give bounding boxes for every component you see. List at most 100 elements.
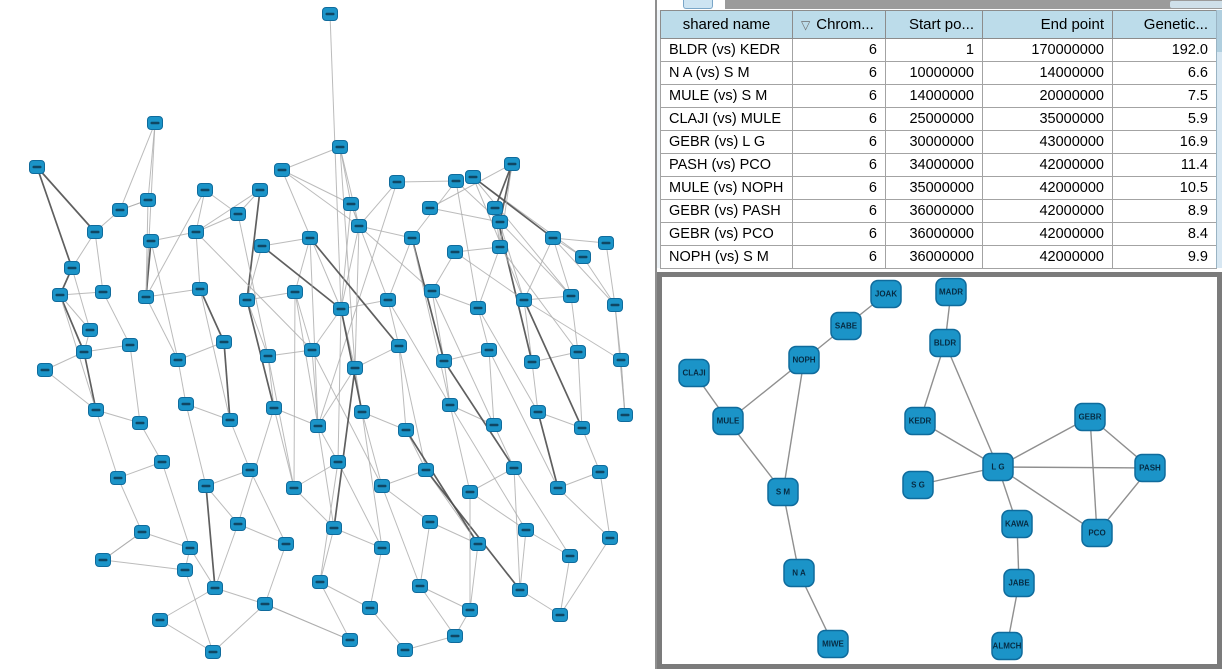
- table-row[interactable]: PASH (vs) PCO 6 34000000 42000000 11.4: [660, 153, 1217, 177]
- subnetwork-node[interactable]: JOAK: [870, 279, 902, 309]
- subnetwork-node[interactable]: JABE: [1003, 568, 1035, 598]
- network-node[interactable]: [257, 597, 273, 611]
- network-node[interactable]: [286, 481, 302, 495]
- network-node[interactable]: [506, 461, 522, 475]
- network-node[interactable]: [343, 197, 359, 211]
- subnetwork-node[interactable]: NOPH: [788, 345, 820, 375]
- network-node[interactable]: [613, 353, 629, 367]
- subnetwork-node[interactable]: GEBR: [1074, 402, 1106, 432]
- cell-start-point[interactable]: 36000000: [885, 222, 983, 246]
- network-node[interactable]: [254, 239, 270, 253]
- network-node[interactable]: [302, 231, 318, 245]
- cell-end-point[interactable]: 42000000: [982, 153, 1113, 177]
- cell-genetic[interactable]: 5.9: [1112, 107, 1217, 131]
- cell-genetic[interactable]: 16.9: [1112, 130, 1217, 154]
- subnetwork-node[interactable]: KEDR: [904, 406, 936, 436]
- network-node[interactable]: [424, 284, 440, 298]
- subnetwork-node[interactable]: MIWE: [817, 629, 849, 659]
- subnetwork-node[interactable]: PCO: [1081, 518, 1113, 548]
- column-header-chromosome[interactable]: ▽ Chrom...: [792, 10, 886, 39]
- network-node[interactable]: [524, 355, 540, 369]
- tab-fragment[interactable]: [683, 0, 713, 9]
- cell-end-point[interactable]: 43000000: [982, 130, 1113, 154]
- network-node[interactable]: [607, 298, 623, 312]
- cell-start-point[interactable]: 36000000: [885, 199, 983, 223]
- cell-end-point[interactable]: 42000000: [982, 222, 1113, 246]
- subnetwork-node[interactable]: ALMCH: [991, 631, 1023, 661]
- network-node[interactable]: [422, 201, 438, 215]
- cell-start-point[interactable]: 1: [885, 38, 983, 62]
- network-node[interactable]: [260, 349, 276, 363]
- cell-start-point[interactable]: 10000000: [885, 61, 983, 85]
- network-node[interactable]: [134, 525, 150, 539]
- network-node[interactable]: [592, 465, 608, 479]
- cell-chromosome[interactable]: 6: [792, 84, 886, 108]
- network-node[interactable]: [274, 163, 290, 177]
- network-node[interactable]: [198, 479, 214, 493]
- large-network-canvas[interactable]: [0, 0, 655, 669]
- table-row[interactable]: CLAJI (vs) MULE 6 25000000 35000000 5.9: [660, 107, 1217, 131]
- network-node[interactable]: [207, 581, 223, 595]
- network-node[interactable]: [330, 455, 346, 469]
- cell-chromosome[interactable]: 6: [792, 130, 886, 154]
- network-node[interactable]: [504, 157, 520, 171]
- network-node[interactable]: [333, 302, 349, 316]
- cell-shared-name[interactable]: PASH (vs) PCO: [660, 153, 793, 177]
- network-node[interactable]: [389, 175, 405, 189]
- network-node[interactable]: [188, 225, 204, 239]
- network-node[interactable]: [310, 419, 326, 433]
- network-node[interactable]: [550, 481, 566, 495]
- network-node[interactable]: [617, 408, 633, 422]
- subnetwork-canvas[interactable]: JOAK MADR SABE BLDR NOPH CLAJI KEDR GEBR MULE L G…: [662, 277, 1217, 664]
- network-node[interactable]: [170, 353, 186, 367]
- table-row[interactable]: MULE (vs) NOPH 6 35000000 42000000 10.5: [660, 176, 1217, 200]
- cell-end-point[interactable]: 35000000: [982, 107, 1113, 131]
- cell-genetic[interactable]: 8.4: [1112, 222, 1217, 246]
- network-node[interactable]: [112, 203, 128, 217]
- subnetwork-node[interactable]: KAWA: [1001, 509, 1033, 539]
- network-node[interactable]: [82, 323, 98, 337]
- network-node[interactable]: [242, 463, 258, 477]
- cell-end-point[interactable]: 14000000: [982, 61, 1113, 85]
- network-node[interactable]: [95, 553, 111, 567]
- network-node[interactable]: [347, 361, 363, 375]
- horizontal-scrollbar-track[interactable]: [725, 0, 1222, 9]
- network-node[interactable]: [154, 455, 170, 469]
- cell-genetic[interactable]: 7.5: [1112, 84, 1217, 108]
- network-node[interactable]: [391, 339, 407, 353]
- subnetwork-node[interactable]: MADR: [935, 277, 967, 307]
- network-node[interactable]: [239, 293, 255, 307]
- network-node[interactable]: [362, 601, 378, 615]
- network-node[interactable]: [87, 225, 103, 239]
- cell-shared-name[interactable]: GEBR (vs) PCO: [660, 222, 793, 246]
- network-node[interactable]: [404, 231, 420, 245]
- network-node[interactable]: [192, 282, 208, 296]
- column-header-genetic[interactable]: Genetic...: [1112, 10, 1217, 39]
- network-node[interactable]: [552, 608, 568, 622]
- cell-end-point[interactable]: 42000000: [982, 245, 1113, 269]
- subnetwork-node[interactable]: S M: [767, 477, 799, 507]
- cell-shared-name[interactable]: GEBR (vs) PASH: [660, 199, 793, 223]
- cell-end-point[interactable]: 20000000: [982, 84, 1113, 108]
- network-node[interactable]: [152, 613, 168, 627]
- cell-chromosome[interactable]: 6: [792, 107, 886, 131]
- network-node[interactable]: [342, 633, 358, 647]
- network-node[interactable]: [132, 416, 148, 430]
- network-node[interactable]: [470, 301, 486, 315]
- network-node[interactable]: [447, 629, 463, 643]
- cell-chromosome[interactable]: 6: [792, 245, 886, 269]
- subnetwork-node[interactable]: PASH: [1134, 453, 1166, 483]
- network-node[interactable]: [354, 405, 370, 419]
- network-node[interactable]: [563, 289, 579, 303]
- subnetwork-node[interactable]: S G: [902, 470, 934, 500]
- cell-genetic[interactable]: 9.9: [1112, 245, 1217, 269]
- network-node[interactable]: [140, 193, 156, 207]
- network-node[interactable]: [545, 231, 561, 245]
- network-node[interactable]: [64, 261, 80, 275]
- network-node[interactable]: [326, 521, 342, 535]
- network-node[interactable]: [216, 335, 232, 349]
- network-node[interactable]: [182, 541, 198, 555]
- network-node[interactable]: [462, 485, 478, 499]
- network-node[interactable]: [487, 201, 503, 215]
- cell-shared-name[interactable]: MULE (vs) S M: [660, 84, 793, 108]
